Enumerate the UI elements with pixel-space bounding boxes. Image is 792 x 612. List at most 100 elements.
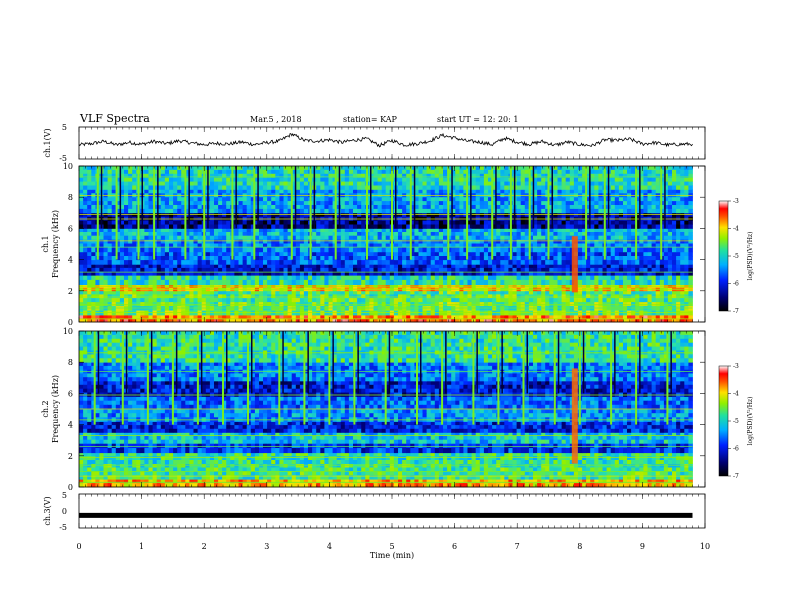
ch1-spectrogram-cell bbox=[533, 189, 538, 194]
ch1-spectrogram-cell bbox=[254, 275, 260, 281]
ch1-spectrogram-cell bbox=[651, 197, 657, 202]
ch1-spectrogram-cell bbox=[443, 197, 448, 202]
ch1-spectrogram-cell bbox=[369, 224, 374, 229]
ch1-spectrogram-cell bbox=[234, 267, 239, 272]
ch1-spectrogram-cell bbox=[635, 212, 640, 218]
ch1-spectrogram-cell bbox=[410, 301, 415, 307]
ch1-spectrogram-cell bbox=[430, 290, 436, 295]
ch1-spectrogram-cell bbox=[214, 205, 219, 210]
ch1-spectrogram-cell bbox=[83, 189, 88, 194]
ch1-spectrogram-cell bbox=[324, 235, 329, 240]
ch1-spectrogram-cell bbox=[271, 251, 276, 257]
ch1-spectrogram-cell bbox=[430, 239, 436, 244]
ch1-spectrogram-cell bbox=[148, 232, 153, 236]
ch1-spectrogram-cell bbox=[451, 298, 456, 303]
ch1-spectrogram-cell bbox=[361, 318, 366, 323]
ch1-spectrogram-cell bbox=[373, 298, 378, 303]
ch1-spectrogram-cell bbox=[488, 232, 493, 236]
ch1-spectrogram-cell bbox=[528, 224, 534, 229]
ch1-spectrogram-cell bbox=[561, 212, 567, 218]
ch1-spectrogram-cell bbox=[631, 294, 636, 299]
ch1-spectrogram-cell bbox=[124, 220, 129, 225]
ch1-spectrogram-cell bbox=[618, 212, 624, 218]
ch1-spectrogram-cell bbox=[263, 228, 268, 233]
ch1-spectrogram-cell bbox=[295, 220, 301, 225]
ch1-spectrogram-cell bbox=[377, 232, 383, 236]
ch1-spectrogram-cell bbox=[520, 239, 526, 244]
ch1-spectrogram-cell bbox=[299, 318, 305, 323]
ch1-spectrogram-cell bbox=[246, 306, 252, 311]
ch1-spectrogram-cell bbox=[688, 294, 693, 299]
ch1-spectrogram-cell bbox=[471, 232, 477, 236]
ch1-spectrogram-cell bbox=[328, 205, 333, 210]
ch1-spectrogram-cell bbox=[205, 315, 211, 319]
ch1-spectrogram-cell bbox=[291, 189, 297, 194]
ch1-spectrogram-cell bbox=[479, 212, 485, 218]
ch1-spectrogram-cell bbox=[181, 251, 186, 257]
ch1-spectrogram-cell bbox=[651, 189, 657, 194]
ch1-spectrogram-cell bbox=[312, 251, 317, 257]
ch1-spectrogram-cell bbox=[246, 228, 252, 233]
ch1-spectrogram-cell bbox=[565, 201, 571, 206]
ch1-spectrogram-cell bbox=[426, 264, 432, 269]
ch1-spectrogram-cell bbox=[573, 318, 579, 323]
ch1-spectrogram-cell bbox=[639, 256, 644, 261]
ch1-spectrogram-cell bbox=[500, 239, 505, 244]
ch1-spectrogram-cell bbox=[680, 306, 685, 311]
ch1-spectrogram-cell bbox=[414, 306, 419, 311]
ch1-spectrogram-cell bbox=[688, 315, 693, 319]
ch1-spectrogram-cell bbox=[475, 224, 481, 229]
ch1-spectrogram-cell bbox=[124, 201, 129, 206]
ch1-spectrogram-cell bbox=[87, 306, 92, 311]
ch1-spectrogram-cell bbox=[578, 301, 583, 307]
ch1-spectrogram-cell bbox=[438, 315, 444, 319]
ch1-spectrogram-cell bbox=[197, 264, 203, 269]
ch1-spectrogram-cell bbox=[455, 294, 460, 299]
ch1-spectrogram-cell bbox=[353, 239, 358, 244]
ch1-spectrogram-cell bbox=[344, 251, 350, 257]
ch1-spectrogram-cell bbox=[438, 201, 444, 206]
ch1-spectrogram-cell bbox=[467, 301, 472, 307]
ch1-spectrogram-cell bbox=[160, 264, 166, 269]
ch1-spectrogram-cell bbox=[259, 235, 264, 240]
ch1-spectrogram-cell bbox=[218, 189, 223, 194]
ch1-spectrogram-cell bbox=[173, 232, 178, 236]
ch1-spectrogram-cell bbox=[553, 279, 558, 285]
ch1-spectrogram-cell bbox=[447, 189, 452, 194]
ch1-spectrogram-cell bbox=[667, 294, 673, 299]
ch1-spectrogram-cell bbox=[316, 232, 321, 236]
ch1-spectrogram-cell bbox=[115, 197, 121, 202]
ch1-spectrogram-cell bbox=[283, 301, 288, 307]
ch1-spectrogram-cell bbox=[504, 201, 509, 206]
ch1-spectrogram-cell bbox=[430, 220, 436, 225]
ch1-spectrogram-cell bbox=[209, 208, 215, 214]
ch1-spectrogram-cell bbox=[291, 267, 297, 272]
ch1-spectrogram-cell bbox=[651, 315, 657, 319]
ch1-spectrogram-cell bbox=[209, 271, 215, 276]
ch1-spectrogram-cell bbox=[173, 208, 178, 214]
ch1-spectrogram-cell bbox=[443, 260, 448, 265]
ch1-spectrogram-cell bbox=[385, 220, 391, 225]
ch1-spectrogram-cell bbox=[667, 228, 673, 233]
ch1-spectrogram-cell bbox=[177, 260, 182, 265]
ch1-spectrogram-cell bbox=[606, 267, 612, 272]
ch1-spectrogram-cell bbox=[91, 189, 96, 194]
ch1-spectrogram-cell bbox=[259, 201, 264, 206]
ch1-spectrogram-cell bbox=[79, 224, 84, 229]
ch1-spectrogram-cell bbox=[115, 208, 121, 214]
ch1-spectrogram-cell bbox=[639, 260, 644, 265]
ch1-spectrogram-cell bbox=[410, 251, 415, 257]
ch1-spectrogram-cell bbox=[169, 279, 174, 285]
ch1-spectrogram-cell bbox=[234, 294, 239, 299]
ch1-spectrogram-cell bbox=[254, 235, 260, 240]
ch1-spectrogram-cell bbox=[381, 235, 387, 240]
ch1-spectrogram-cell bbox=[647, 189, 652, 194]
ch1-spectrogram-cell bbox=[344, 301, 350, 307]
ch1-spectrogram-cell bbox=[271, 224, 276, 229]
ch1-spectrogram-cell bbox=[582, 267, 587, 272]
ch1-spectrogram-cell bbox=[667, 220, 673, 225]
ch1-spectrogram-cell bbox=[185, 279, 190, 285]
ch1-spectrogram-cell bbox=[504, 224, 509, 229]
ch1-spectrogram-cell bbox=[348, 220, 354, 225]
ch1-spectrogram-cell bbox=[545, 306, 550, 311]
